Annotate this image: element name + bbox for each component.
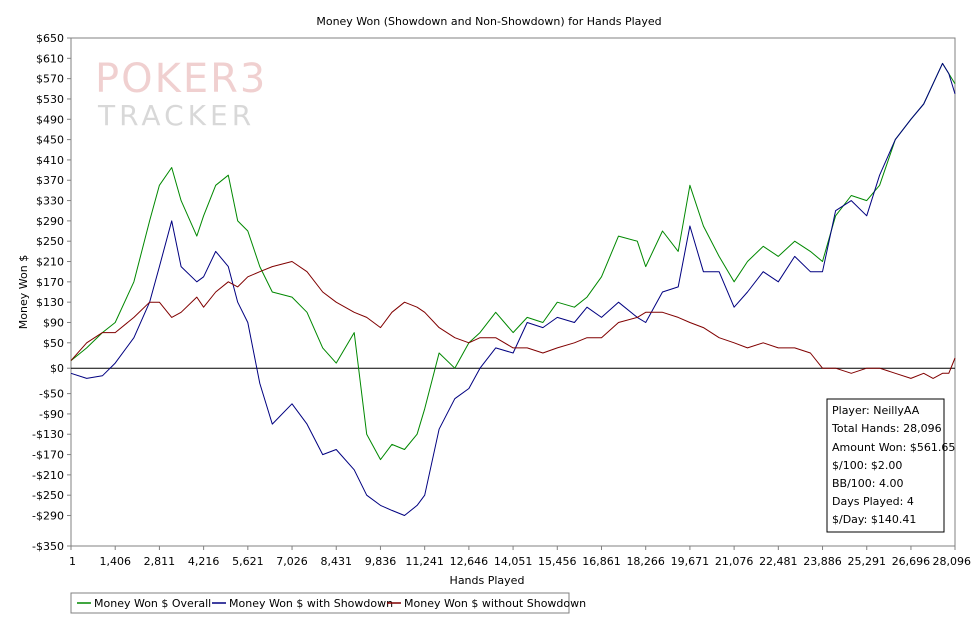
y-tick-label: $330 bbox=[36, 195, 64, 208]
y-tick-label: $50 bbox=[43, 337, 64, 350]
series-line-money-won-overall bbox=[70, 62, 956, 461]
x-axis-label: Hands Played bbox=[450, 574, 525, 587]
y-tick-label: $210 bbox=[36, 256, 64, 269]
x-tick-label: 18,266 bbox=[626, 555, 665, 568]
y-tick-label: -$350 bbox=[32, 540, 64, 553]
watermark-line1: POKER3 bbox=[95, 56, 267, 102]
x-tick-label: 15,456 bbox=[538, 555, 577, 568]
x-tick-label: 12,646 bbox=[450, 555, 489, 568]
y-tick-label: $170 bbox=[36, 276, 64, 289]
x-tick-label: 5,621 bbox=[232, 555, 264, 568]
x-tick-label: 23,886 bbox=[803, 555, 842, 568]
y-tick-label: $370 bbox=[36, 174, 64, 187]
stats-box-frame bbox=[826, 398, 945, 533]
legend-label-overall: Money Won $ Overall bbox=[94, 597, 211, 610]
x-tick-label: 1,406 bbox=[99, 555, 131, 568]
y-tick-label: $0 bbox=[50, 362, 64, 375]
x-tick-label: 4,216 bbox=[188, 555, 220, 568]
stats-total-hands: Total Hands: 28,096 bbox=[831, 422, 942, 435]
x-tick-label: 8,431 bbox=[320, 555, 352, 568]
y-tick-label: $450 bbox=[36, 134, 64, 147]
y-tick-label: $570 bbox=[36, 73, 64, 86]
legend-label-without-showdown: Money Won $ without Showdown bbox=[404, 597, 586, 610]
y-tick-label: -$210 bbox=[32, 469, 64, 482]
y-tick-label: -$130 bbox=[32, 428, 64, 441]
y-tick-label: $130 bbox=[36, 296, 64, 309]
y-tick-label: $610 bbox=[36, 52, 64, 65]
y-tick-label: $250 bbox=[36, 235, 64, 248]
y-axis-label: Money Won $ bbox=[17, 255, 30, 329]
y-tick-label: -$290 bbox=[32, 510, 64, 523]
stats-amount-won: Amount Won: $561.65 bbox=[832, 441, 955, 454]
series-line-money-won-with-showdown bbox=[70, 62, 956, 516]
y-tick-label: $650 bbox=[36, 32, 64, 45]
y-tick-label: $410 bbox=[36, 154, 64, 167]
x-tick-label: 16,861 bbox=[582, 555, 621, 568]
x-tick-label: 11,241 bbox=[405, 555, 444, 568]
x-tick-label: 22,481 bbox=[759, 555, 798, 568]
y-tick-label: $290 bbox=[36, 215, 64, 228]
legend-frame bbox=[70, 592, 570, 614]
y-axis-ticks: $650 $610 $570 $530 $490 $450 $410 $370 $330 $290… bbox=[32, 32, 71, 553]
stats-per-day: $/Day: $140.41 bbox=[832, 513, 916, 526]
y-tick-label: -$250 bbox=[32, 489, 64, 502]
chart-title: Money Won (Showdown and Non-Showdown) fo… bbox=[316, 15, 661, 28]
poker-tracker-watermark-logo: POKER3 TRACKER bbox=[95, 56, 267, 132]
series-line-money-won-without-showdown bbox=[70, 261, 956, 379]
x-tick-label: 2,811 bbox=[144, 555, 176, 568]
x-tick-label: 7,026 bbox=[276, 555, 308, 568]
y-tick-label: -$50 bbox=[39, 388, 64, 401]
stats-bb-per-100: BB/100: 4.00 bbox=[832, 477, 904, 490]
stats-per-100: $/100: $2.00 bbox=[832, 459, 902, 472]
chart-legend: Money Won $ Overall Money Won $ with Sho… bbox=[70, 592, 586, 614]
x-tick-label: 19,671 bbox=[671, 555, 710, 568]
stats-days-played: Days Played: 4 bbox=[832, 495, 914, 508]
y-tick-label: $90 bbox=[43, 316, 64, 329]
x-tick-label: 21,076 bbox=[715, 555, 754, 568]
legend-label-showdown: Money Won $ with Showdown bbox=[229, 597, 393, 610]
x-axis-ticks: 1 1,406 2,811 4,216 5,621 7,026 8,431 9,836 11,2… bbox=[69, 546, 971, 568]
y-tick-label: -$90 bbox=[39, 408, 64, 421]
player-stats-box: Player: NeillyAA Total Hands: 28,096 Amo… bbox=[826, 398, 955, 533]
watermark-line2: TRACKER bbox=[97, 99, 255, 132]
x-tick-label: 25,291 bbox=[847, 555, 886, 568]
x-tick-label: 9,836 bbox=[365, 555, 397, 568]
x-tick-label: 26,696 bbox=[892, 555, 931, 568]
x-tick-label: 1 bbox=[69, 555, 76, 568]
y-tick-label: $490 bbox=[36, 113, 64, 126]
series-lines bbox=[70, 62, 956, 516]
stats-player: Player: NeillyAA bbox=[832, 404, 920, 417]
y-tick-label: $530 bbox=[36, 93, 64, 106]
x-tick-label: 14,051 bbox=[494, 555, 533, 568]
y-tick-label: -$170 bbox=[32, 449, 64, 462]
x-tick-label: 28,096 bbox=[933, 555, 972, 568]
